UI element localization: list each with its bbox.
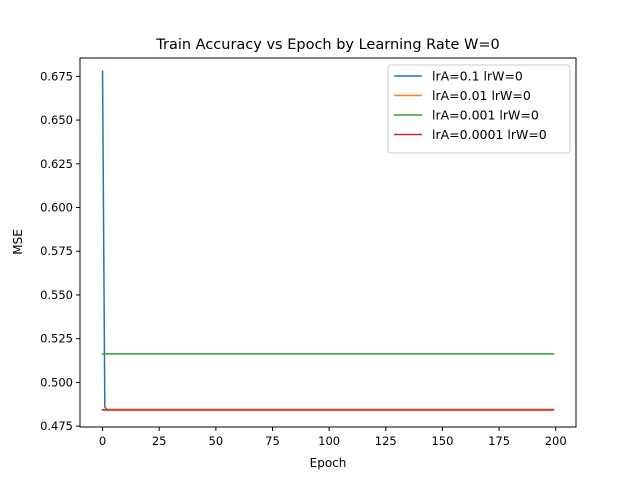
x-axis: 0 25 50 75 100 125 150 175 200	[99, 427, 567, 448]
x-tick-label: 175	[488, 434, 510, 448]
x-tick-label: 150	[431, 434, 453, 448]
chart-title: Train Accuracy vs Epoch by Learning Rate…	[155, 37, 499, 53]
y-tick-label: 0.575	[40, 244, 73, 258]
x-tick-label: 200	[545, 434, 567, 448]
legend-label: lrA=0.0001 lrW=0	[432, 127, 547, 142]
x-tick-label: 125	[375, 434, 397, 448]
y-tick-label: 0.550	[40, 288, 73, 302]
y-tick-label: 0.525	[40, 332, 73, 346]
x-tick-label: 25	[152, 434, 167, 448]
y-tick-label: 0.600	[40, 201, 73, 215]
y-axis-label: MSE	[11, 229, 25, 255]
y-tick-label: 0.475	[40, 419, 73, 433]
y-axis: 0.475 0.500 0.525 0.550 0.575 0.600 0.625 0.650…	[40, 69, 80, 433]
x-axis-label: Epoch	[310, 456, 347, 470]
y-tick-label: 0.675	[40, 69, 73, 83]
y-tick-label: 0.650	[40, 113, 73, 127]
legend-label: lrA=0.01 lrW=0	[432, 88, 531, 103]
x-tick-label: 50	[209, 434, 224, 448]
x-tick-label: 100	[318, 434, 340, 448]
y-tick-label: 0.625	[40, 157, 73, 171]
x-tick-label: 0	[99, 434, 106, 448]
y-tick-label: 0.500	[40, 375, 73, 389]
legend: lrA=0.1 lrW=0 lrA=0.01 lrW=0 lrA=0.001 lrW…	[387, 64, 571, 154]
legend-frame	[387, 64, 571, 154]
plot-area	[79, 57, 577, 428]
series-lines	[101, 70, 555, 411]
legend-label: lrA=0.001 lrW=0	[432, 108, 539, 123]
x-tick-label: 75	[265, 434, 280, 448]
legend-label: lrA=0.1 lrW=0	[432, 69, 523, 84]
axes-frame	[79, 57, 577, 428]
